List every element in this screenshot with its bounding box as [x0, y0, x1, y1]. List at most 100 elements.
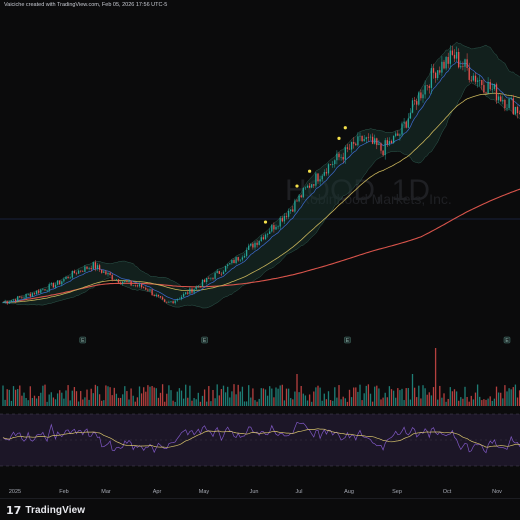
candle-body [266, 233, 269, 235]
volume-bar [346, 401, 349, 406]
candle-body [302, 187, 304, 198]
candle-body [399, 134, 401, 136]
signal-marker [337, 136, 341, 140]
volume-bar [329, 400, 332, 406]
volume-bar [468, 401, 470, 406]
earnings-marker[interactable]: E [344, 336, 351, 344]
volume-bar [392, 390, 395, 406]
volume-bar [262, 388, 265, 406]
candle-body [136, 285, 139, 287]
volume-bar [455, 391, 458, 406]
candle-body [285, 216, 288, 217]
candle-body [185, 292, 187, 295]
earnings-marker-label: E [81, 338, 85, 344]
candle-body [233, 260, 235, 264]
earnings-marker[interactable]: E [201, 336, 208, 344]
candle-body [54, 284, 57, 288]
x-axis-label: Feb [59, 489, 68, 495]
volume-bar [224, 392, 227, 406]
volume-bar [447, 398, 449, 406]
candle-body [27, 293, 29, 295]
volume-bar [4, 399, 6, 406]
candle-body [319, 179, 321, 182]
candle-body [182, 294, 185, 297]
volume-bar [434, 348, 437, 406]
volume-bar [279, 385, 281, 406]
candle-body [497, 96, 500, 101]
candle-body [386, 140, 388, 145]
candle-body [382, 150, 384, 156]
volume-bar [115, 393, 118, 406]
candle-body [315, 173, 317, 186]
volume-bar [182, 398, 185, 406]
rsi-panel [0, 413, 520, 467]
x-axis-label: Apr [153, 489, 162, 495]
candle-body [359, 135, 361, 137]
candle-body [6, 301, 8, 304]
candle-body [296, 200, 298, 202]
candle-body [334, 160, 336, 165]
candle-body [80, 270, 82, 272]
volume-bar [485, 399, 487, 406]
volume-bar [117, 397, 120, 406]
earnings-marker[interactable]: E [503, 336, 511, 344]
volume-bar [241, 386, 244, 406]
volume-bar [451, 391, 454, 406]
tradingview-logo-icon: 17 [6, 504, 22, 517]
candle-body [178, 298, 181, 300]
volume-bar [44, 384, 46, 406]
candle-body [355, 143, 357, 146]
candle-body [117, 279, 120, 283]
candle-body [12, 299, 15, 301]
volume-bar [147, 385, 149, 406]
volume-bar [409, 399, 412, 406]
volume-bar [437, 399, 439, 406]
candle-body [342, 157, 344, 160]
volume-bar [19, 385, 21, 406]
candle-body [161, 297, 164, 300]
candle-body [298, 195, 300, 202]
candle-body [395, 133, 397, 136]
earnings-marker[interactable]: E [79, 336, 87, 344]
candle-body [390, 141, 393, 143]
volume-bar [214, 398, 216, 406]
volume-bar [390, 389, 393, 406]
volume-bar [397, 388, 399, 406]
candle-body [506, 107, 508, 109]
candle-body [273, 225, 275, 230]
ema-mid-line [3, 92, 520, 303]
volume-bar [77, 401, 80, 406]
candle-body [388, 141, 391, 145]
volume-bar [311, 401, 313, 406]
candle-body [439, 70, 441, 73]
volume-bar [185, 384, 187, 406]
volume-bar [229, 397, 231, 406]
volume-bar [210, 401, 212, 406]
volume-bar [371, 401, 374, 406]
volume-bar [250, 397, 252, 406]
volume-bar [462, 398, 464, 406]
candle-body [206, 277, 208, 283]
candle-body [59, 280, 61, 285]
volume-bar [212, 389, 214, 406]
candle-body [90, 268, 92, 270]
volume-bar [35, 398, 38, 406]
candle-body [470, 79, 472, 81]
volume-bar [21, 395, 23, 406]
candle-body [65, 277, 67, 280]
x-axis-label: Jun [250, 489, 259, 495]
volume-bar [220, 389, 223, 406]
volume-bar [113, 387, 115, 406]
volume-bar [227, 386, 229, 406]
candle-body [409, 112, 412, 119]
x-axis-label: Aug [344, 489, 354, 495]
tradingview-logo[interactable]: 17 TradingView [6, 504, 85, 517]
volume-bar [374, 386, 376, 406]
volume-bar [206, 401, 208, 406]
candle-body [153, 295, 155, 297]
candle-body [353, 142, 355, 144]
volume-bar [260, 388, 262, 406]
candle-body [416, 101, 418, 105]
volume-bar [516, 397, 519, 406]
